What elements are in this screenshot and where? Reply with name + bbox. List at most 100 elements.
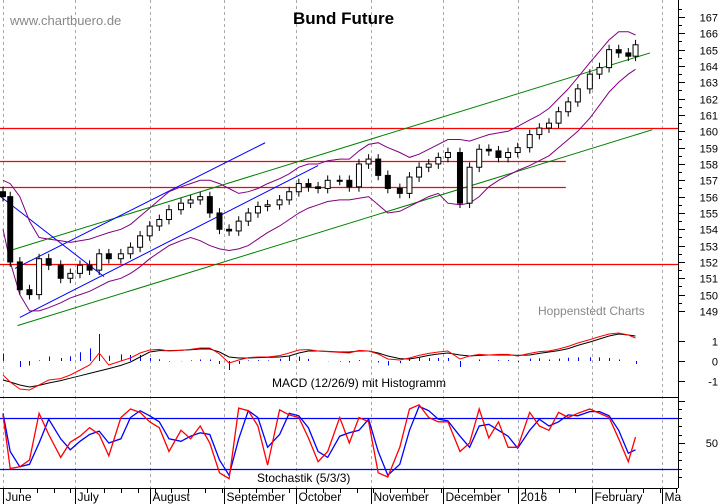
candle-up bbox=[425, 163, 432, 168]
macd-tick-label: 0 bbox=[712, 357, 718, 369]
candle-up bbox=[365, 158, 372, 165]
candle-up bbox=[466, 166, 473, 204]
candle-down bbox=[45, 258, 52, 266]
candle-up bbox=[137, 235, 144, 248]
y-tick-label: 153 bbox=[700, 242, 718, 254]
candle-up bbox=[526, 134, 533, 149]
month-label: October bbox=[299, 490, 342, 504]
candle-down bbox=[26, 289, 33, 296]
watermark: www.chartbuero.de bbox=[9, 13, 121, 28]
month-label: February bbox=[595, 490, 643, 504]
candle-down bbox=[0, 191, 6, 198]
macd-line bbox=[2, 332, 636, 391]
candle-down bbox=[105, 253, 112, 260]
candle-down bbox=[16, 261, 23, 291]
candle-down bbox=[86, 264, 93, 271]
y-tick-label: 162 bbox=[700, 95, 718, 107]
month-label: Ma bbox=[665, 490, 682, 504]
candle-up bbox=[197, 196, 204, 201]
month-label: 2016 bbox=[521, 490, 548, 504]
candle-down bbox=[375, 158, 382, 176]
candle-down bbox=[216, 212, 223, 230]
candle-up bbox=[406, 176, 413, 194]
trend-line-blue bbox=[19, 165, 319, 318]
candle-down bbox=[384, 174, 391, 189]
y-tick-label: 150 bbox=[700, 291, 718, 303]
trend-line-green bbox=[17, 129, 653, 327]
candle-up bbox=[514, 147, 521, 154]
candle-up bbox=[146, 225, 153, 237]
chart-title: Bund Future bbox=[293, 9, 394, 28]
candle-up bbox=[156, 218, 163, 227]
candle-up bbox=[245, 212, 252, 222]
candle-up bbox=[632, 44, 639, 57]
candle-down bbox=[305, 183, 312, 188]
macd-tick-label: -1 bbox=[708, 377, 718, 389]
candle-up bbox=[36, 258, 43, 296]
candle-down bbox=[625, 52, 632, 57]
stochastic-title: Stochastik (5/3/3) bbox=[257, 471, 350, 485]
candle-up bbox=[355, 163, 362, 188]
candle-down bbox=[57, 264, 64, 279]
candle-up bbox=[536, 127, 543, 136]
candle-up bbox=[476, 148, 483, 168]
stochastic-d-line bbox=[2, 405, 636, 477]
candle-down bbox=[456, 152, 463, 204]
y-tick-label: 159 bbox=[700, 144, 718, 156]
stochastic-k-line bbox=[2, 403, 637, 480]
candle-up bbox=[574, 88, 581, 103]
candle-up bbox=[444, 152, 451, 158]
trend-line-blue bbox=[0, 196, 105, 278]
candle-down bbox=[315, 186, 322, 189]
month-label: November bbox=[374, 490, 429, 504]
candle-down bbox=[396, 187, 403, 194]
candle-down bbox=[346, 179, 353, 188]
y-tick-label: 156 bbox=[700, 193, 718, 205]
candle-up bbox=[565, 101, 572, 113]
candle-up bbox=[336, 179, 343, 182]
candle-up bbox=[586, 73, 593, 90]
y-tick-label: 158 bbox=[700, 160, 718, 172]
month-label: September bbox=[227, 490, 286, 504]
y-tick-label: 165 bbox=[700, 46, 718, 58]
candle-up bbox=[596, 67, 603, 75]
y-tick-label: 161 bbox=[700, 111, 718, 123]
y-tick-label: 167 bbox=[700, 13, 718, 25]
candle-up bbox=[264, 204, 271, 207]
candle-up bbox=[555, 111, 562, 124]
candle-up bbox=[76, 264, 83, 274]
candle-up bbox=[67, 272, 74, 279]
candle-up bbox=[416, 166, 423, 178]
y-tick-label: 163 bbox=[700, 78, 718, 90]
month-label: June bbox=[6, 490, 32, 504]
y-tick-label: 151 bbox=[700, 274, 718, 286]
candle-down bbox=[206, 196, 213, 214]
month-label: December bbox=[446, 490, 501, 504]
y-tick-label: 157 bbox=[700, 176, 718, 188]
candle-up bbox=[505, 152, 512, 158]
candle-up bbox=[545, 122, 552, 129]
y-tick-label: 154 bbox=[700, 225, 718, 237]
candle-up bbox=[117, 253, 124, 260]
candle-up bbox=[606, 49, 613, 69]
stoch-tick-label: 50 bbox=[706, 438, 718, 450]
bollinger-lower-band bbox=[2, 68, 636, 312]
y-tick-label: 160 bbox=[700, 127, 718, 139]
candle-down bbox=[226, 228, 233, 232]
candle-down bbox=[7, 196, 14, 263]
candle-down bbox=[485, 148, 492, 152]
month-label: July bbox=[78, 490, 99, 504]
month-label: August bbox=[153, 490, 191, 504]
candle-up bbox=[324, 179, 331, 189]
credit-label: Hoppenstedt Charts bbox=[538, 304, 645, 318]
candle-up bbox=[235, 220, 242, 232]
y-tick-label: 155 bbox=[700, 209, 718, 221]
y-tick-label: 166 bbox=[700, 29, 718, 41]
candle-up bbox=[177, 202, 184, 211]
macd-title: MACD (12/26/9) mit Histogramm bbox=[272, 376, 446, 390]
candle-up bbox=[127, 246, 134, 255]
candle-up bbox=[254, 205, 261, 214]
candle-down bbox=[495, 150, 502, 158]
